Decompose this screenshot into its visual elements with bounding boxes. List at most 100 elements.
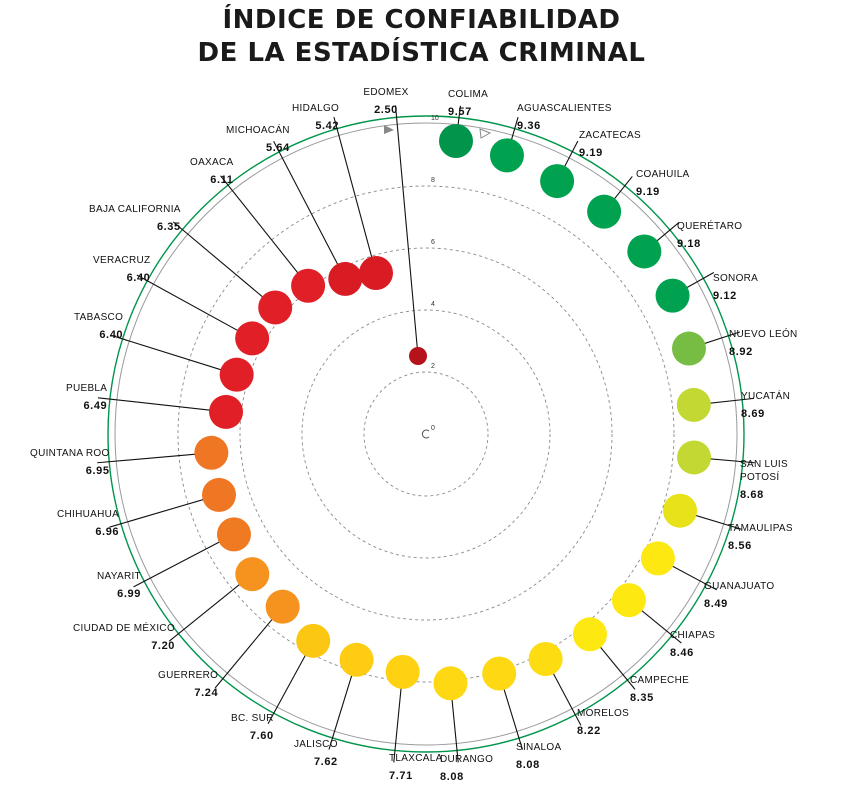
data-point <box>202 477 237 512</box>
inner-ring <box>114 122 738 746</box>
data-point <box>433 666 468 701</box>
state-value: 6.95 <box>86 465 110 477</box>
state-value: 8.68 <box>740 489 764 501</box>
outer-ring <box>107 115 745 753</box>
state-label: NAYARIT 6.99 <box>97 571 141 600</box>
leader-line <box>136 274 253 339</box>
state-name: NUEVO LEÓN <box>729 327 798 340</box>
state-value: 6.40 <box>99 329 123 341</box>
state-value: 7.62 <box>314 756 338 768</box>
state-name: BC. SUR <box>231 713 274 724</box>
leader-line <box>97 452 212 464</box>
state-label: CHIHUAHUA 6.96 <box>57 509 119 538</box>
state-value: 6.96 <box>95 526 119 538</box>
state-name: GUERRERO <box>158 670 218 681</box>
chart-grid: 0 2 4 6 8 10 <box>107 115 745 753</box>
data-point <box>627 234 662 269</box>
state-name: EDOMEX <box>363 87 408 98</box>
center-marker <box>421 429 430 439</box>
state-value: 9.57 <box>448 106 472 118</box>
data-point <box>409 347 427 365</box>
state-label: QUINTANA ROO 6.95 <box>30 448 110 477</box>
state-value: 9.19 <box>636 186 660 198</box>
state-value: 9.12 <box>713 290 737 302</box>
state-name: GUANAJUATO <box>704 581 774 592</box>
state-name: COAHUILA <box>636 169 690 180</box>
state-label: GUERRERO 7.24 <box>158 670 218 699</box>
state-name: COLIMA <box>448 89 488 100</box>
state-label: TAMAULIPAS 8.56 <box>728 523 793 552</box>
start-arrow-icon <box>384 125 394 134</box>
data-point <box>489 138 524 173</box>
state-label: HIDALGO 5.42 <box>292 103 339 132</box>
state-label: AGUASCALIENTES 9.36 <box>517 103 612 132</box>
end-arrow-icon <box>479 128 492 139</box>
leader-line <box>333 116 377 274</box>
grid-ring-6 <box>239 247 613 621</box>
state-value: 8.56 <box>728 540 752 552</box>
state-name: TAMAULIPAS <box>728 523 793 534</box>
state-name: VERACRUZ <box>93 255 150 266</box>
state-name: DURANGO <box>440 754 493 765</box>
state-value: 7.60 <box>250 730 274 742</box>
data-point <box>587 194 622 229</box>
state-label: TLAXCALA 7.71 <box>389 753 442 782</box>
data-point <box>655 278 690 313</box>
data-point <box>291 268 326 303</box>
chart-title-line2: DE LA ESTADÍSTICA CRIMINAL <box>197 38 646 68</box>
state-name: SAN LUIS <box>740 459 788 470</box>
data-point <box>339 642 374 677</box>
state-label: QUERÉTARO 9.18 <box>677 219 742 250</box>
state-labels: EDOMEX 2.50 COLIMA 9.57 AGUASCALIENTES 9.36 ZA… <box>30 87 798 783</box>
state-name: JALISCO <box>294 739 338 750</box>
state-name: POTOSÍ <box>740 470 779 483</box>
state-name: AGUASCALIENTES <box>517 103 612 114</box>
axis-tick-label: 2 <box>431 363 435 370</box>
state-value: 6.11 <box>210 174 233 186</box>
state-name: BAJA CALIFORNIA <box>89 204 181 215</box>
state-name: NAYARIT <box>97 571 141 582</box>
grid-ring-2 <box>363 371 489 497</box>
state-label: OAXACA 6.11 <box>190 157 233 186</box>
state-value: 7.20 <box>151 640 175 652</box>
state-label: DURANGO 8.08 <box>440 754 493 783</box>
leader-line <box>110 334 237 376</box>
state-name: SINALOA <box>516 742 561 753</box>
data-point <box>219 357 254 392</box>
state-label: COLIMA 9.57 <box>448 89 488 118</box>
state-label: VERACRUZ 6.40 <box>93 255 150 284</box>
axis-tick-label: 8 <box>431 177 435 184</box>
state-label: ZACATECAS 9.19 <box>579 130 641 159</box>
leader-line <box>394 105 419 357</box>
state-value: 8.69 <box>741 408 765 420</box>
state-value: 2.50 <box>374 104 398 116</box>
state-name: PUEBLA <box>66 383 107 394</box>
data-point <box>235 321 270 356</box>
leader-line <box>273 141 346 280</box>
data-point <box>235 557 270 592</box>
state-label: MICHOACÁN 5.64 <box>226 123 290 154</box>
data-point <box>663 493 698 528</box>
state-label: CAMPECHE 8.35 <box>630 675 689 704</box>
state-name: CHIHUAHUA <box>57 509 119 520</box>
state-name: QUERÉTARO <box>677 219 742 232</box>
state-value: 9.18 <box>677 238 701 250</box>
leader-lines <box>97 105 755 763</box>
data-points <box>194 124 712 701</box>
state-value: 8.08 <box>440 771 464 783</box>
data-point <box>385 654 420 689</box>
data-point <box>611 583 646 618</box>
state-value: 8.08 <box>516 759 540 771</box>
state-label: EDOMEX 2.50 <box>363 87 408 116</box>
axis-tick-label: 10 <box>431 115 439 122</box>
state-label: BAJA CALIFORNIA 6.35 <box>89 204 181 233</box>
axis-tick-label: 4 <box>431 301 435 308</box>
data-point <box>439 124 473 158</box>
data-point <box>482 656 517 691</box>
state-name: QUINTANA ROO <box>30 448 110 459</box>
state-label: CIUDAD DE MÉXICO 7.20 <box>73 621 175 652</box>
state-value: 9.36 <box>517 120 541 132</box>
leader-line <box>168 573 253 642</box>
state-value: 8.46 <box>670 647 694 659</box>
